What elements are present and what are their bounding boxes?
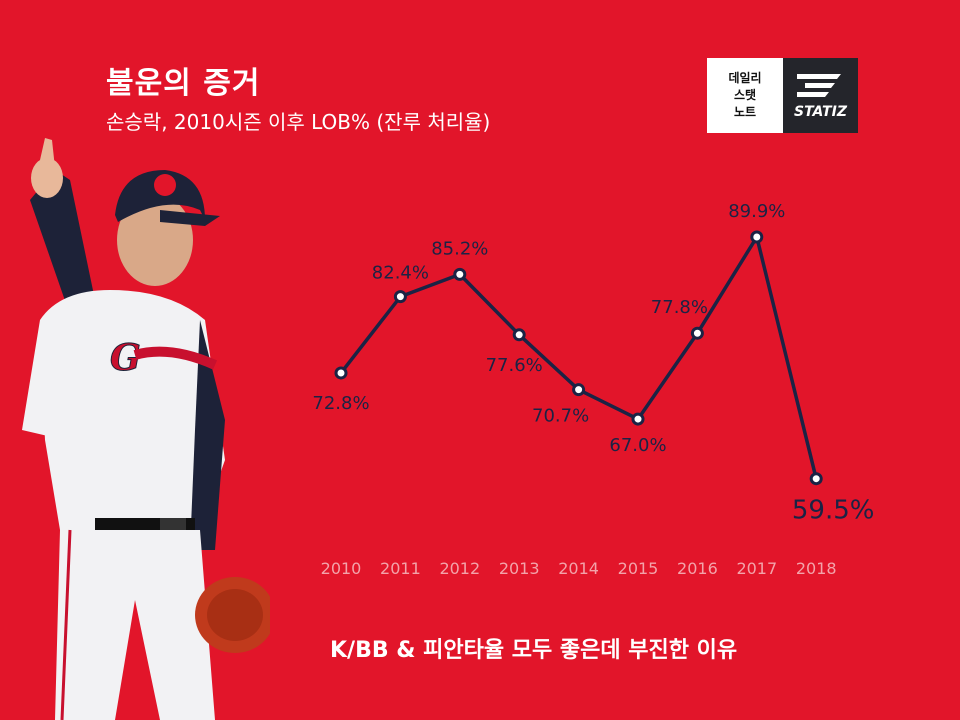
value-label-2018: 59.5% xyxy=(792,496,875,526)
logo-line-2: 스탯 xyxy=(733,88,757,102)
x-tick-label-2016: 2016 xyxy=(677,559,718,578)
x-tick-label-2010: 2010 xyxy=(321,559,362,578)
x-tick-label-2018: 2018 xyxy=(796,559,837,578)
value-label-2011: 82.4% xyxy=(372,263,429,284)
x-tick-label-2011: 2011 xyxy=(380,559,421,578)
x-tick-label-2014: 2014 xyxy=(558,559,599,578)
chart-title: 불운의 증거 xyxy=(106,66,261,101)
x-tick-label-2017: 2017 xyxy=(736,559,777,578)
data-point-2018 xyxy=(809,472,823,486)
x-tick-label-2015: 2015 xyxy=(618,559,659,578)
value-label-2015: 67.0% xyxy=(609,435,666,456)
data-point-2011 xyxy=(393,290,407,304)
x-tick-label-2013: 2013 xyxy=(499,559,540,578)
x-tick-label-2012: 2012 xyxy=(439,559,480,578)
data-point-2014 xyxy=(572,383,586,397)
data-point-2015 xyxy=(631,412,645,426)
logo-line-1: 데일리 xyxy=(728,71,762,85)
data-point-2013 xyxy=(512,328,526,342)
data-point-2017 xyxy=(750,230,764,244)
data-point-2012 xyxy=(453,267,467,281)
svg-text:G: G xyxy=(110,337,141,379)
data-point-2016 xyxy=(690,326,704,340)
data-point-2010 xyxy=(334,366,348,380)
chart-subtitle: 손승락, 2010시즌 이후 LOB% (잔루 처리율) xyxy=(106,110,491,134)
player-image: G xyxy=(22,138,270,720)
value-label-2016: 77.8% xyxy=(651,297,708,318)
logo-line-3: 노트 xyxy=(733,105,757,119)
value-label-2017: 89.9% xyxy=(728,201,785,222)
speed-lines-icon xyxy=(797,74,841,97)
logo-text-block: 데일리 스탯 노트 xyxy=(707,58,783,133)
statiz-logo: 데일리 스탯 노트 STATIZ xyxy=(707,58,858,133)
value-label-2014: 70.7% xyxy=(532,406,589,427)
caption-text: K/BB & 피안타율 모두 좋은데 부진한 이유 xyxy=(330,638,738,663)
value-label-2010: 72.8% xyxy=(312,393,369,414)
value-label-2013: 77.6% xyxy=(486,355,543,376)
logo-mark: STATIZ xyxy=(783,58,858,133)
logo-brand: STATIZ xyxy=(794,104,847,120)
value-label-2012: 85.2% xyxy=(431,238,488,259)
